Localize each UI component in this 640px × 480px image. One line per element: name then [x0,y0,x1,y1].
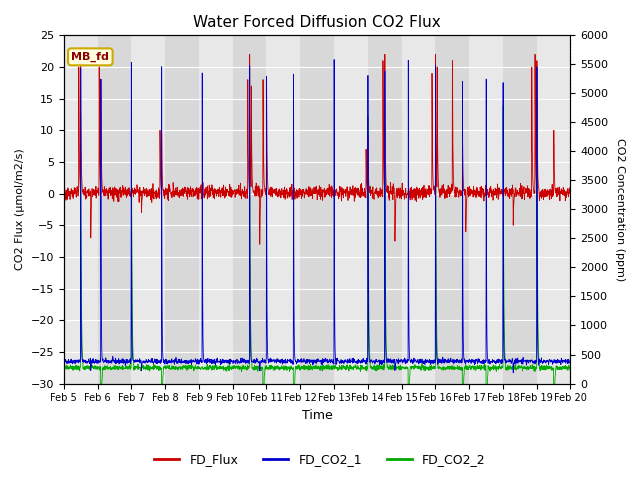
Bar [64,36,97,384]
Y-axis label: CO2 Flux (μmol/m2/s): CO2 Flux (μmol/m2/s) [15,148,25,270]
Bar [199,36,233,384]
Bar [334,36,368,384]
Legend: FD_Flux, FD_CO2_1, FD_CO2_2: FD_Flux, FD_CO2_1, FD_CO2_2 [149,448,491,471]
Bar [131,36,165,384]
Bar [266,36,300,384]
Y-axis label: CO2 Concentration (ppm): CO2 Concentration (ppm) [615,138,625,281]
Bar [401,36,435,384]
Title: Water Forced Diffusion CO2 Flux: Water Forced Diffusion CO2 Flux [193,15,441,30]
Bar [469,36,503,384]
Text: MB_fd: MB_fd [72,52,109,62]
Bar [537,36,570,384]
X-axis label: Time: Time [301,409,333,422]
